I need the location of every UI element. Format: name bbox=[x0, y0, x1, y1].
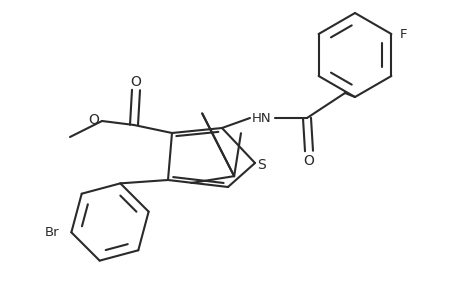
Text: O: O bbox=[130, 75, 141, 89]
Text: O: O bbox=[88, 113, 99, 127]
Text: O: O bbox=[303, 154, 314, 168]
Text: Br: Br bbox=[45, 226, 59, 239]
Text: F: F bbox=[398, 28, 406, 40]
Text: S: S bbox=[257, 158, 266, 172]
Text: HN: HN bbox=[252, 112, 271, 124]
